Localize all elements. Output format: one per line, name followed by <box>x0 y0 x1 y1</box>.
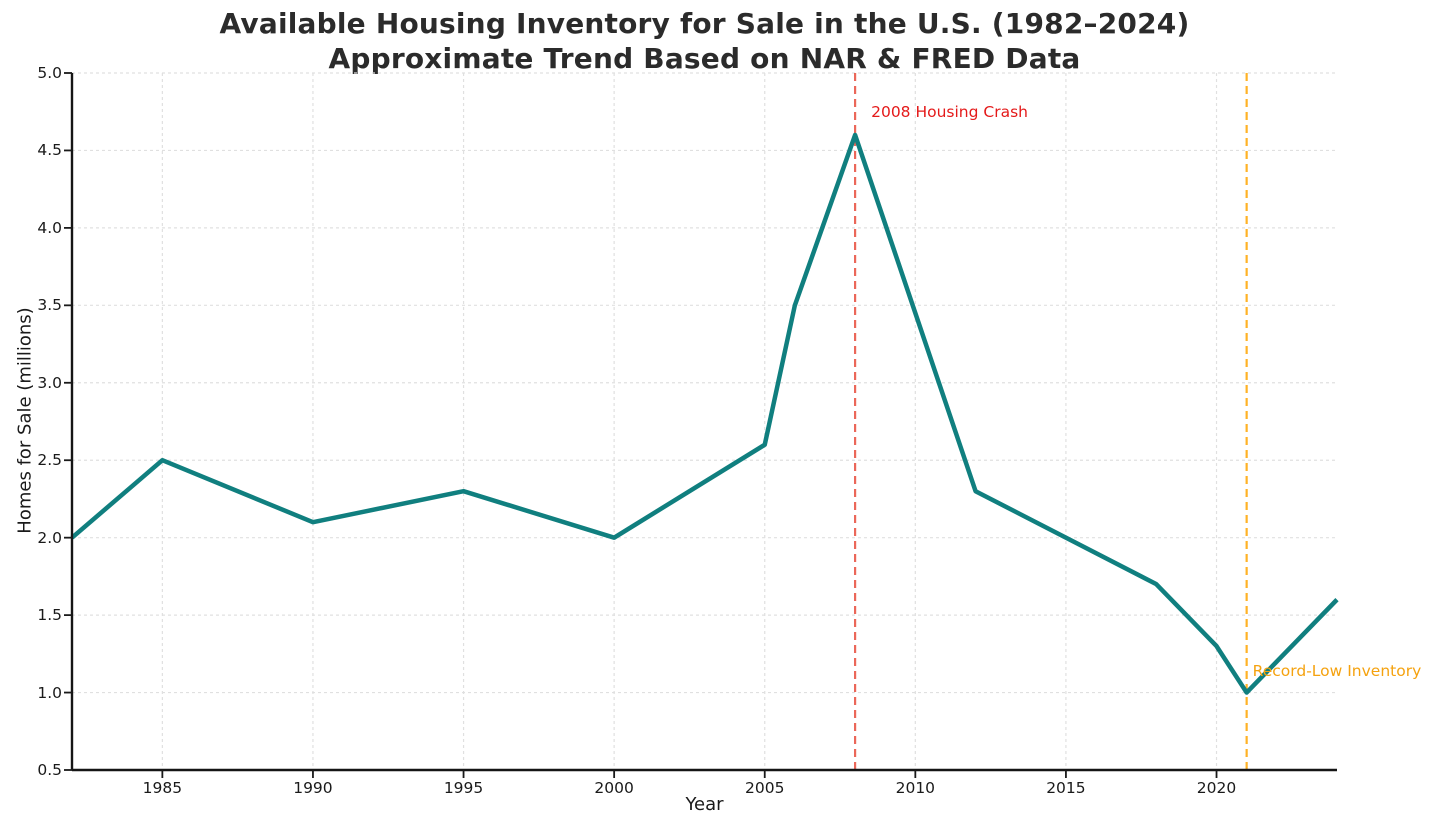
x-tick-label: 2020 <box>1196 779 1237 797</box>
x-tick-label: 1985 <box>142 779 183 797</box>
x-tick-label: 2015 <box>1046 779 1086 797</box>
y-tick-label: 1.0 <box>37 683 62 702</box>
y-tick-label: 2.0 <box>37 528 62 547</box>
chart-title-line2: Approximate Trend Based on NAR & FRED Da… <box>328 42 1081 75</box>
x-tick-label: 1990 <box>293 779 333 797</box>
y-axis-label: Homes for Sale (millions) <box>14 307 36 534</box>
x-tick-label: 1995 <box>443 779 484 797</box>
y-tick-label: 0.5 <box>37 761 62 779</box>
x-axis-label: Year <box>685 794 724 815</box>
y-tick-label: 2.5 <box>37 451 62 470</box>
y-tick-label: 3.5 <box>37 296 62 315</box>
x-tick-label: 2010 <box>895 779 936 797</box>
annotation-label: Record-Low Inventory <box>1252 661 1422 680</box>
chart-title-line1: Available Housing Inventory for Sale in … <box>219 7 1190 40</box>
annotation-label: 2008 Housing Crash <box>871 102 1028 121</box>
y-tick-label: 3.0 <box>37 373 62 392</box>
inventory-line-series <box>70 132 1339 695</box>
x-tick-label: 2005 <box>745 779 785 797</box>
chart-title: Available Housing Inventory for Sale in … <box>72 6 1337 76</box>
y-tick-label: 4.0 <box>37 218 62 237</box>
y-tick-label: 1.5 <box>37 606 62 625</box>
y-tick-label: 5.0 <box>37 64 62 82</box>
y-tick-label: 4.5 <box>37 141 62 160</box>
x-tick-label: 2000 <box>594 779 634 797</box>
